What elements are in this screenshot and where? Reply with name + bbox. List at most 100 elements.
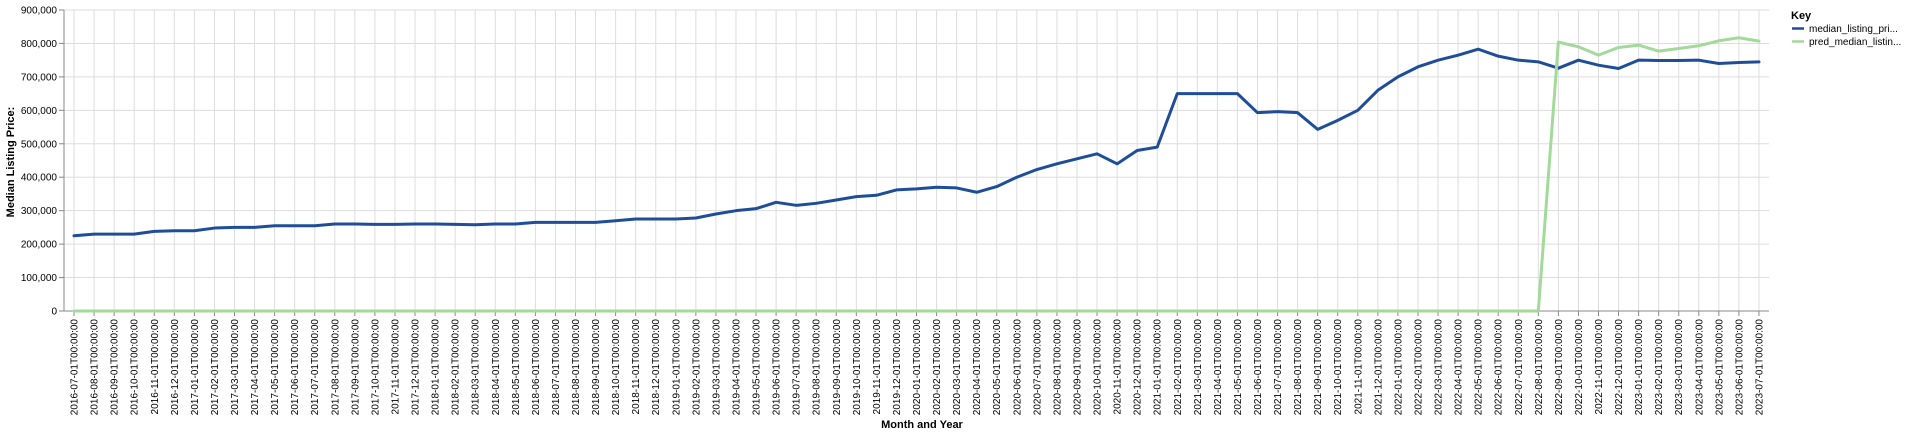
series-lines [72,36,1761,313]
x-tick-label: 2021-02-01T00:00:00 [1173,319,1184,416]
x-tick-label: 2023-03-01T00:00:00 [1674,319,1685,416]
x-tick-label: 2020-11-01T00:00:00 [1113,319,1124,415]
x-tick-label: 2021-07-01T00:00:00 [1273,319,1284,416]
legend-items: median_listing_pri... pred_median_listin.… [1792,24,1901,48]
x-tick-label: 2020-12-01T00:00:00 [1133,319,1144,416]
x-tick-label: 2022-11-01T00:00:00 [1594,319,1605,415]
x-tick-label: 2018-12-01T00:00:00 [651,319,662,416]
x-tick-label: 2018-01-01T00:00:00 [431,319,442,416]
x-tick-label: 2020-08-01T00:00:00 [1052,319,1063,416]
x-tick-label: 2016-09-01T00:00:00 [110,319,121,416]
x-tick-label: 2020-07-01T00:00:00 [1032,319,1043,416]
x-tick-label: 2022-01-01T00:00:00 [1393,319,1404,416]
x-tick-label: 2019-01-01T00:00:00 [671,319,682,416]
x-tick-label: 2022-05-01T00:00:00 [1474,319,1485,416]
x-tick-label: 2017-06-01T00:00:00 [290,319,301,416]
x-tick-label: 2021-04-01T00:00:00 [1213,319,1224,416]
x-tick-label: 2019-09-01T00:00:00 [832,319,843,416]
x-tick-label: 2021-08-01T00:00:00 [1293,319,1304,416]
x-tick-label: 2020-09-01T00:00:00 [1072,319,1083,416]
x-tick-label: 2023-01-01T00:00:00 [1634,319,1645,416]
x-tick-label: 2019-12-01T00:00:00 [892,319,903,416]
x-tick-label: 2021-03-01T00:00:00 [1193,319,1204,416]
x-tick-label: 2023-04-01T00:00:00 [1694,319,1705,416]
x-tick-label: 2022-06-01T00:00:00 [1494,319,1505,416]
x-tick-label: 2021-05-01T00:00:00 [1233,319,1244,416]
y-tick-label: 200,000 [21,240,58,251]
x-tick-label: 2017-10-01T00:00:00 [370,319,381,416]
y-tick-label: 300,000 [21,206,58,217]
x-tick-label: 2022-02-01T00:00:00 [1413,319,1424,416]
x-tick-label: 2020-03-01T00:00:00 [952,319,963,416]
x-tick-label: 2021-11-01T00:00:00 [1353,319,1364,415]
y-tick-label: 100,000 [21,273,58,284]
x-tick-label: 2019-06-01T00:00:00 [772,319,783,416]
x-tick-label: 2021-01-01T00:00:00 [1153,319,1164,416]
x-tick-label: 2016-08-01T00:00:00 [90,319,101,416]
x-tick-label: 2022-08-01T00:00:00 [1534,319,1545,416]
x-tick-label: 2020-10-01T00:00:00 [1093,319,1104,416]
x-tick-label: 2022-10-01T00:00:00 [1574,319,1585,416]
x-tick-label: 2020-06-01T00:00:00 [1012,319,1023,416]
x-tick-label: 2017-08-01T00:00:00 [330,319,341,416]
x-tick-label: 2019-11-01T00:00:00 [872,319,883,415]
x-tick-label: 2017-04-01T00:00:00 [250,319,261,416]
y-axis: 0 100,000 200,000 300,000 400,000 500,000 600,… [21,6,65,318]
x-tick-label: 2018-09-01T00:00:00 [591,319,602,416]
x-tick-label: 2020-02-01T00:00:00 [932,319,943,416]
x-tick-label: 2020-05-01T00:00:00 [992,319,1003,416]
legend-title: Key [1791,10,1812,22]
x-tick-label: 2022-07-01T00:00:00 [1514,319,1525,416]
x-tick-label: 2018-02-01T00:00:00 [451,319,462,416]
x-tick-label: 2023-02-01T00:00:00 [1654,319,1665,416]
x-tick-label: 2019-02-01T00:00:00 [691,319,702,416]
x-tick-label: 2017-09-01T00:00:00 [350,319,361,416]
x-tick-label: 2019-07-01T00:00:00 [792,319,803,416]
x-tick-label: 2017-11-01T00:00:00 [390,319,401,415]
x-tick-label: 2022-04-01T00:00:00 [1454,319,1465,416]
x-tick-label: 2022-12-01T00:00:00 [1614,319,1625,416]
x-tick-label: 2018-10-01T00:00:00 [611,319,622,416]
x-tick-label: 2019-04-01T00:00:00 [731,319,742,416]
x-tick-label: 2021-10-01T00:00:00 [1333,319,1344,416]
gridlines [64,9,1769,312]
x-tick-label: 2017-05-01T00:00:00 [270,319,281,416]
y-tick-label: 600,000 [21,106,58,117]
x-tick-label: 2019-08-01T00:00:00 [812,319,823,416]
x-tick-label: 2020-04-01T00:00:00 [972,319,983,416]
x-tick-label: 2018-04-01T00:00:00 [491,319,502,416]
x-tick-label: 2018-08-01T00:00:00 [571,319,582,416]
x-tick-label: 2017-07-01T00:00:00 [310,319,321,416]
x-tick-label: 2019-05-01T00:00:00 [752,319,763,416]
x-tick-label: 2018-06-01T00:00:00 [531,319,542,416]
legend-label: pred_median_listin... [1809,37,1901,48]
x-tick-label: 2017-12-01T00:00:00 [411,319,422,416]
x-tick-label: 2022-09-01T00:00:00 [1554,319,1565,416]
y-tick-label: 800,000 [21,39,58,50]
x-tick-label: 2016-11-01T00:00:00 [150,319,161,415]
x-tick-label: 2016-07-01T00:00:00 [70,319,81,416]
legend-label: median_listing_pri... [1809,24,1898,35]
y-tick-label: 900,000 [21,6,58,17]
x-tick-label: 2017-02-01T00:00:00 [210,319,221,416]
y-tick-label: 700,000 [21,72,58,83]
x-tick-label: 2019-10-01T00:00:00 [852,319,863,416]
x-tick-label: 2016-12-01T00:00:00 [170,319,181,416]
x-tick-label: 2017-01-01T00:00:00 [190,319,201,416]
y-tick-label: 0 [51,307,57,318]
x-tick-label: 2018-03-01T00:00:00 [471,319,482,416]
series-line-2 [72,36,1761,313]
y-tick-label: 400,000 [21,173,58,184]
x-axis: 2016-07-01T00:00:00 2016-08-01T00:00:00 20… [64,310,1769,416]
x-tick-label: 2018-11-01T00:00:00 [631,319,642,415]
series-line-1 [72,47,1761,238]
x-tick-label: 2017-03-01T00:00:00 [230,319,241,416]
x-tick-label: 2023-06-01T00:00:00 [1734,319,1745,416]
x-tick-label: 2021-12-01T00:00:00 [1373,319,1384,416]
x-axis-title: Month and Year [881,419,963,431]
x-tick-label: 2021-09-01T00:00:00 [1313,319,1324,416]
x-tick-label: 2016-10-01T00:00:00 [130,319,141,416]
y-axis-title: Median Listing Price: [5,107,17,218]
